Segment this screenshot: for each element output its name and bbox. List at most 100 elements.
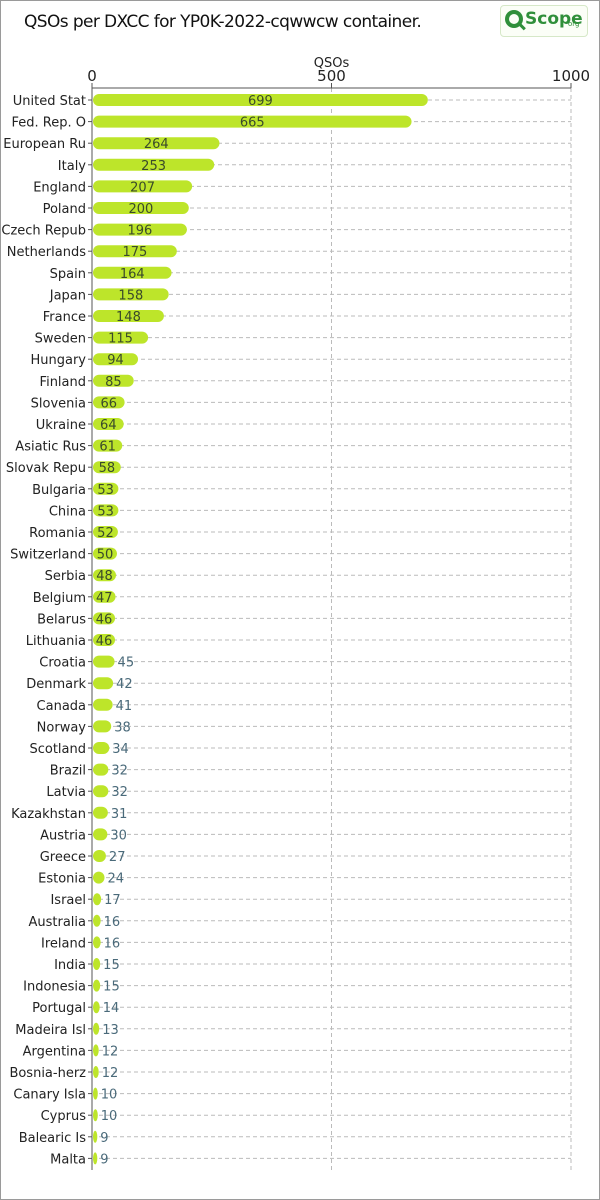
data-label: 32 — [111, 785, 128, 800]
bar — [93, 958, 101, 970]
x-tick-label: 500 — [317, 67, 346, 85]
y-tick-label: Scotland — [29, 742, 86, 757]
y-tick-label: United Stat — [13, 94, 86, 109]
bar — [93, 806, 108, 819]
y-tick-label: Canada — [37, 699, 86, 714]
bar — [93, 634, 116, 646]
bar — [93, 223, 187, 236]
bar — [93, 850, 106, 862]
data-label: 42 — [116, 677, 133, 692]
bar — [93, 266, 172, 279]
y-tick-label: Italy — [58, 159, 87, 174]
bar — [93, 569, 116, 582]
y-tick-label: Estonia — [38, 872, 86, 887]
y-tick-label: Netherlands — [7, 245, 86, 260]
x-axis-label: QSOs — [314, 56, 350, 71]
bar — [93, 461, 121, 474]
bar — [93, 871, 105, 884]
bar — [93, 1109, 98, 1122]
bar — [93, 482, 119, 495]
data-label: 665 — [240, 116, 265, 131]
data-label: 9 — [100, 1152, 108, 1167]
y-tick-label: Malta — [50, 1152, 86, 1167]
y-tick-label: Belgium — [33, 591, 86, 606]
data-label: 16 — [104, 915, 121, 930]
y-tick-label: Indonesia — [23, 980, 86, 995]
data-label: 27 — [109, 850, 126, 865]
data-label: 53 — [97, 504, 114, 519]
bar — [93, 612, 116, 625]
y-tick-label: Bulgaria — [32, 483, 86, 498]
y-tick-label: Ukraine — [36, 418, 86, 433]
data-label: 94 — [107, 353, 124, 368]
x-tick-label: 0 — [87, 67, 97, 85]
bar — [93, 158, 215, 171]
data-label: 15 — [103, 958, 120, 973]
y-tick-label: Austria — [40, 828, 86, 843]
data-label: 12 — [102, 1066, 119, 1081]
y-tick-label: Greece — [40, 850, 86, 865]
y-tick-label: Serbia — [45, 569, 86, 584]
y-tick-label: Asiatic Rus — [15, 440, 86, 455]
data-label: 30 — [110, 828, 127, 843]
y-tick-label: Poland — [43, 202, 86, 217]
data-label: 38 — [114, 720, 131, 735]
bar — [93, 742, 110, 754]
data-label: 207 — [130, 180, 155, 195]
data-label: 200 — [128, 202, 153, 217]
data-label: 10 — [101, 1088, 118, 1103]
bar — [93, 331, 149, 344]
data-label: 45 — [118, 656, 135, 671]
data-label: 9 — [100, 1131, 108, 1146]
y-tick-label: Sweden — [35, 332, 86, 347]
bar — [93, 374, 134, 387]
bar — [93, 763, 109, 776]
qscope-logo[interactable]: Scope org — [500, 5, 588, 37]
bar — [93, 893, 102, 906]
bar — [93, 590, 116, 603]
y-tick-label: Argentina — [23, 1044, 86, 1059]
bar — [93, 1022, 100, 1035]
y-tick-label: Finland — [40, 375, 86, 390]
data-label: 66 — [101, 396, 118, 411]
data-label: 48 — [96, 569, 113, 584]
bar — [93, 310, 164, 322]
y-tick-label: Canary Isla — [13, 1088, 86, 1103]
bar — [93, 526, 118, 538]
data-label: 24 — [107, 872, 124, 887]
y-tick-label: Romania — [29, 526, 86, 541]
x-tick-label: 1000 — [552, 67, 590, 85]
data-label: 17 — [104, 893, 121, 908]
data-label: 32 — [111, 764, 128, 779]
y-tick-label: Ireland — [41, 936, 86, 951]
data-label: 52 — [97, 526, 114, 541]
data-label: 46 — [96, 634, 113, 649]
bar — [93, 1044, 99, 1057]
data-label: 164 — [120, 267, 145, 282]
bar — [93, 202, 189, 214]
data-label: 175 — [122, 245, 147, 260]
data-label: 85 — [105, 375, 122, 390]
data-label: 699 — [248, 94, 273, 109]
y-tick-label: France — [43, 310, 86, 325]
y-tick-label: Balearic Is — [19, 1131, 87, 1146]
bar — [93, 655, 115, 668]
bar — [93, 1066, 99, 1078]
bar — [93, 1087, 98, 1100]
bar — [93, 439, 123, 452]
bar — [93, 979, 101, 992]
bar — [93, 1130, 98, 1143]
data-label: 31 — [111, 807, 128, 822]
data-label: 13 — [102, 1023, 119, 1038]
bar — [93, 137, 220, 150]
logo-text: Scope — [525, 9, 583, 29]
bar — [93, 288, 169, 301]
bar — [93, 720, 112, 733]
data-label: 14 — [103, 1001, 120, 1016]
y-tick-label: Lithuania — [26, 634, 86, 649]
y-tick-label: Australia — [28, 915, 86, 930]
bar — [93, 504, 119, 517]
data-label: 15 — [103, 980, 120, 995]
data-label: 53 — [97, 483, 114, 498]
